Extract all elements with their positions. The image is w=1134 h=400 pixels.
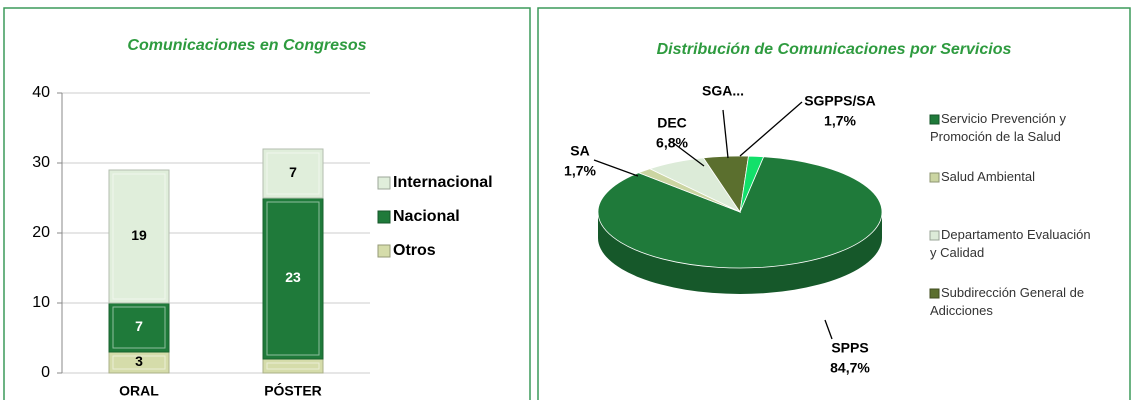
data-label: 7 bbox=[135, 318, 143, 334]
x-tick-label: ORAL bbox=[119, 383, 159, 399]
y-tick-label: 20 bbox=[32, 224, 50, 241]
y-tick-label: 40 bbox=[32, 84, 50, 101]
slice-name: SA bbox=[570, 143, 589, 159]
slice-value: 1,7% bbox=[824, 113, 856, 129]
data-label: 19 bbox=[131, 227, 147, 243]
slice-value: 6,8% bbox=[656, 135, 688, 151]
bar-segment bbox=[108, 169, 170, 304]
x-tick-label: PÓSTER bbox=[264, 382, 322, 399]
slice-name: DEC bbox=[657, 115, 687, 131]
bar-bevel bbox=[112, 306, 166, 349]
leader-line bbox=[739, 101, 803, 157]
pie-side bbox=[598, 212, 882, 294]
slice-value: 1,7% bbox=[564, 163, 596, 179]
slice-name: SPPS bbox=[831, 340, 868, 356]
pie-slice bbox=[739, 155, 765, 213]
slice-value: 84,7% bbox=[830, 360, 870, 376]
data-label: 3 bbox=[135, 353, 143, 369]
legend-swatch bbox=[929, 114, 940, 125]
data-label: 23 bbox=[285, 269, 301, 285]
legend-label: Salud Ambiental bbox=[941, 169, 1035, 184]
leader-line bbox=[824, 319, 833, 340]
bar-segment bbox=[108, 302, 170, 353]
y-tick-label: 0 bbox=[41, 364, 50, 381]
legend-label: Internacional bbox=[393, 174, 493, 191]
legend-swatch bbox=[377, 244, 391, 258]
legend-swatch bbox=[929, 230, 940, 241]
leader-line bbox=[593, 159, 639, 177]
legend-label: Servicio Prevención y Promoción de la Sal… bbox=[930, 111, 1066, 144]
legend-swatch bbox=[929, 172, 940, 183]
slice-name: SGPPS/SA bbox=[804, 93, 876, 109]
chart-title: Distribución de Comunicaciones por Servi… bbox=[657, 41, 1012, 58]
bar-bevel bbox=[266, 362, 320, 370]
leader-line bbox=[722, 109, 729, 159]
bar-segment bbox=[262, 358, 324, 374]
leader-line bbox=[671, 141, 705, 167]
legend-label: Subdirección General de Adicciones bbox=[930, 285, 1084, 318]
bar-bevel bbox=[266, 201, 320, 356]
chart-title: Comunicaciones en Congresos bbox=[127, 37, 366, 54]
legend-swatch bbox=[377, 210, 391, 224]
y-tick-label: 30 bbox=[32, 154, 50, 171]
legend-label: Departamento Evaluación y Calidad bbox=[930, 227, 1091, 260]
y-tick-label: 10 bbox=[32, 294, 50, 311]
legend-label: Otros bbox=[393, 242, 436, 259]
data-label: 7 bbox=[289, 164, 297, 180]
legend-swatch bbox=[929, 288, 940, 299]
bar-bevel bbox=[112, 355, 166, 370]
bar-segment bbox=[262, 197, 324, 360]
bar-segment bbox=[262, 148, 324, 199]
legend-swatch bbox=[377, 176, 391, 190]
slice-name: SGA... bbox=[702, 83, 744, 99]
legend-label: Nacional bbox=[393, 208, 460, 225]
bar-bevel bbox=[112, 173, 166, 300]
bar-bevel bbox=[266, 152, 320, 195]
